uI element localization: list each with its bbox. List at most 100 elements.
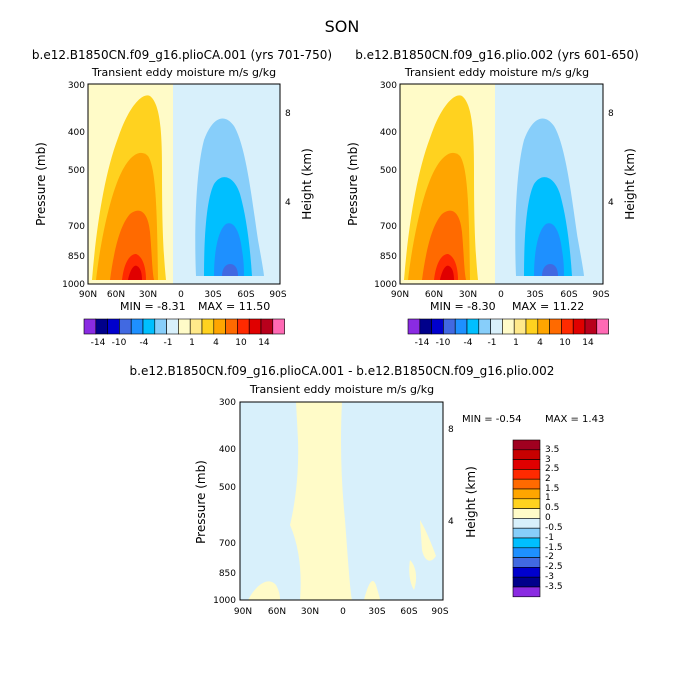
- panel-c-cbar-label: 0: [545, 513, 551, 523]
- panel-a-subtitle: Transient eddy moisture m/s g/kg: [91, 66, 276, 79]
- panel-a-xtick-30s: 30S: [204, 290, 221, 300]
- panel-a-colorbar-swatch: [107, 318, 120, 335]
- panel-a-colorbar-swatch: [95, 318, 108, 335]
- panel-a-neg-contour-3: [214, 223, 244, 276]
- panel-c-y2tick-4: 4: [448, 517, 454, 527]
- panel-a-colorbar-swatch: [178, 318, 191, 335]
- panel-b-colorbar-swatch: [419, 318, 432, 335]
- panel-a-colorbar-swatch: [119, 318, 132, 335]
- panel-a-colorbar-labels: -14 -10 -4 -1 1 4 10 14: [91, 338, 270, 348]
- panel-b-colorbar-swatch: [537, 318, 550, 335]
- panel-c-xtick-0: 0: [340, 607, 346, 617]
- panel-b-y2tick-4: 4: [608, 198, 614, 208]
- panel-c-cbar-label: 2.5: [545, 464, 559, 474]
- panel-c-colorbar-swatch: [512, 508, 541, 519]
- panel-c-colorbar-swatch: [512, 498, 541, 509]
- panel-c-colorbar-swatch: [512, 469, 541, 480]
- panel-a-colorbar: [83, 318, 285, 335]
- panel-a-cbar-label: 10: [235, 338, 247, 348]
- panel-c-max-label: MAX = 1.43: [545, 414, 604, 425]
- panel-c-y2label: Height (km): [464, 466, 478, 537]
- panel-a-cbar-label: 1: [189, 338, 195, 348]
- panel-c-cbar-label: 3.5: [545, 445, 559, 455]
- panel-b-cbar-label: -10: [436, 338, 451, 348]
- panel-c-xtick-60s: 60S: [400, 607, 417, 617]
- panel-c-cbar-label: 3: [545, 455, 551, 465]
- panel-c-colorbar-swatch: [512, 459, 541, 470]
- panel-b-subtitle: Transient eddy moisture m/s g/kg: [404, 66, 589, 79]
- panel-c-cbar-label: 1: [545, 493, 551, 503]
- panel-a-y2tick-8: 8: [285, 109, 291, 119]
- panel-b-y2tick-8: 8: [608, 109, 614, 119]
- panel-a-colorbar-swatch: [189, 318, 203, 335]
- panel-a-colorbar-swatch: [166, 318, 179, 335]
- panel-a-xtick-0: 0: [178, 290, 184, 300]
- panel-c-cbar-label: -2: [545, 552, 554, 562]
- panel-b-ytick-850: 850: [380, 252, 397, 262]
- panel-c-colorbar-swatch: [512, 547, 541, 558]
- panel-a-ytick-300: 300: [68, 81, 85, 91]
- panel-b-max-label: MAX = 11.22: [512, 300, 584, 313]
- panel-c-cbar-label: -3: [545, 572, 554, 582]
- panel-b-ytick-700: 700: [380, 222, 397, 232]
- panel-c-pos-region-4: [420, 520, 436, 561]
- panel-a-colorbar-swatch: [142, 318, 156, 335]
- panel-b-cbar-label: 10: [559, 338, 571, 348]
- panel-c-cbar-label: 2: [545, 474, 551, 484]
- panel-a-ytick-1000: 1000: [62, 280, 85, 290]
- panel-b-colorbar-labels: -14 -10 -4 -1 1 4 10 14: [415, 338, 594, 348]
- panel-c-ytick-1000: 1000: [213, 596, 236, 606]
- panel-c-cbar-label: -0.5: [545, 523, 563, 533]
- panel-a-colorbar-swatch: [248, 318, 262, 335]
- panel-b-colorbar-swatch: [572, 318, 586, 335]
- panel-a-cbar-label: -4: [140, 338, 149, 348]
- panel-a-y2tick-4: 4: [285, 198, 291, 208]
- panel-c-colorbar-swatch: [512, 527, 541, 539]
- panel-c-xtick-60n: 60N: [268, 607, 286, 617]
- panel-a-colorbar-swatch: [201, 318, 215, 335]
- panel-c-colorbar-swatch: [512, 478, 541, 490]
- panel-b-xtick-60s: 60S: [560, 290, 577, 300]
- panel-b-title: b.e12.B1850CN.f09_g16.plio.002 (yrs 601-…: [355, 48, 639, 62]
- panel-a-max-label: MAX = 11.50: [198, 300, 270, 313]
- panel-c-pos-region-1: [290, 402, 352, 600]
- panel-b-cbar-label: -4: [464, 338, 473, 348]
- panel-c-frame: [239, 401, 444, 601]
- panel-a-colorbar-swatch: [237, 318, 250, 335]
- panel-b-colorbar-swatch: [466, 318, 480, 335]
- panel-a-colorbar-swatch: [213, 318, 226, 335]
- panel-c-title: b.e12.B1850CN.f09_g16.plioCA.001 - b.e12…: [130, 364, 555, 378]
- panel-a-ytick-700: 700: [68, 222, 85, 232]
- panel-c-xtick-90s: 90S: [431, 607, 448, 617]
- panel-b-colorbar-swatch: [478, 318, 491, 335]
- panel-b-neg-contour-4: [542, 264, 558, 276]
- panel-c-colorbar-swatch: [512, 576, 541, 588]
- panel-b-cbar-label: -1: [488, 338, 497, 348]
- panel-b-colorbar-swatch: [490, 318, 503, 335]
- panel-b-colorbar-swatch: [596, 318, 609, 335]
- panel-a-colorbar-swatch: [225, 318, 238, 335]
- panel-b-neg-contour-3: [534, 223, 564, 276]
- panel-a-colorbar-swatch: [83, 318, 97, 335]
- panel-c-pos-region-5: [409, 560, 417, 590]
- panel-c-colorbar-swatch: [512, 518, 541, 529]
- panel-b: b.e12.B1850CN.f09_g16.plio.002 (yrs 601-…: [346, 48, 639, 348]
- panel-a-xtick-60s: 60S: [237, 290, 254, 300]
- panel-a-colorbar-swatch: [154, 318, 167, 335]
- panel-b-colorbar-swatch: [502, 318, 515, 335]
- panel-c-colorbar-swatch: [512, 488, 541, 500]
- panel-c-min-label: MIN = -0.54: [462, 414, 522, 425]
- panel-c-ylabel: Pressure (mb): [194, 460, 208, 544]
- panel-a-cbar-label: -14: [91, 338, 106, 348]
- panel-c-colorbar-swatch: [512, 537, 541, 549]
- panel-a-pos-contour-5: [128, 265, 142, 280]
- panel-b-colorbar: [407, 318, 609, 335]
- panel-a-colorbar-swatch: [130, 318, 144, 335]
- panel-c-plot: [240, 402, 443, 600]
- panel-c-cbar-label: -2.5: [545, 562, 563, 572]
- panel-a-ytick-400: 400: [68, 128, 85, 138]
- panel-b-xtick-90s: 90S: [592, 290, 609, 300]
- panel-c-ytick-400: 400: [219, 445, 236, 455]
- panel-c-axes: Pressure (mb) Height (km) 300 400 500 70…: [194, 398, 478, 617]
